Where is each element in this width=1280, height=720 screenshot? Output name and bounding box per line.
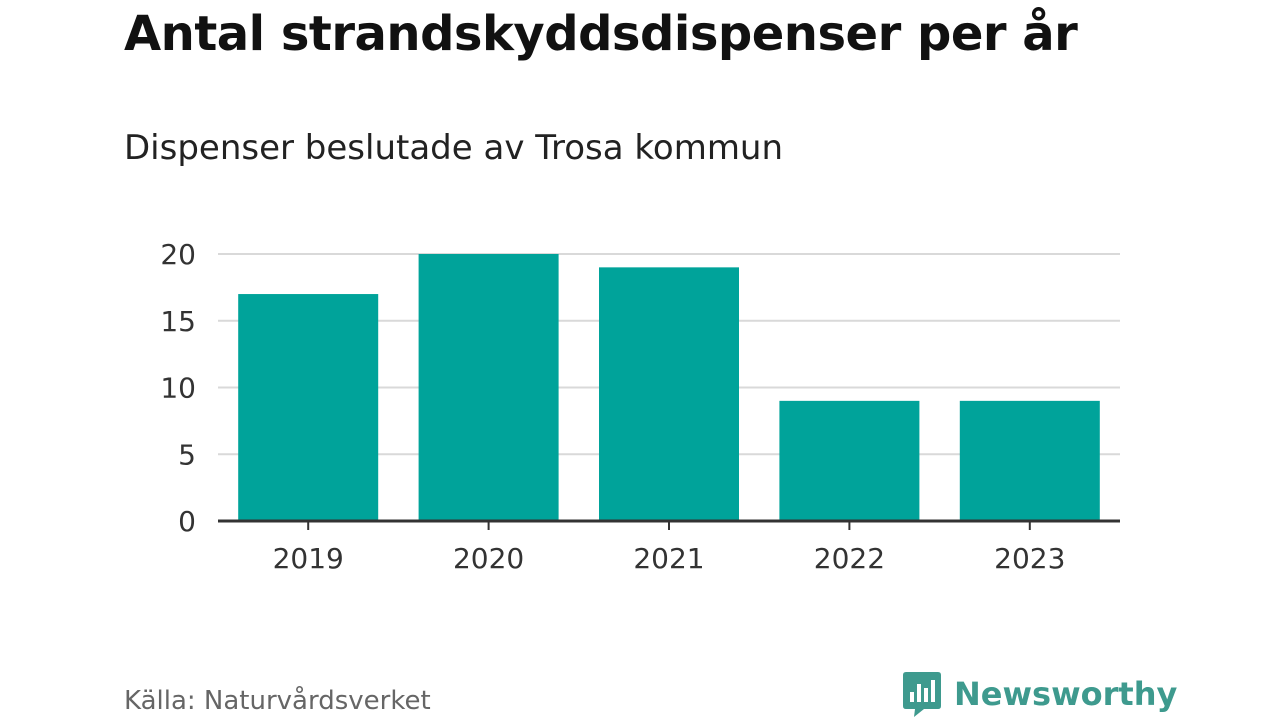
bars [238,254,1100,521]
chart-title: Antal strandskyddsdispenser per år [124,6,1078,62]
x-tick-label: 2022 [814,542,885,575]
source-note: Källa: Naturvårdsverket [124,686,431,716]
y-axis-ticks: 0 5 10 15 20 [160,238,196,538]
bar-2020 [418,254,559,521]
brand-name: Newsworthy [954,675,1178,713]
bar-2023 [959,400,1100,521]
bar-2019 [238,294,379,521]
y-tick-label: 0 [178,505,196,538]
x-tick-label: 2023 [994,542,1065,575]
bar-2022 [779,400,920,521]
x-axis-ticks: 2019 2020 2021 2022 2023 [273,521,1065,575]
y-tick-label: 15 [160,305,196,338]
newsworthy-logo-icon [903,672,941,717]
y-tick-label: 5 [178,438,196,471]
chart-subtitle: Dispenser beslutade av Trosa kommun [124,128,784,168]
bar-2021 [599,267,739,521]
y-tick-label: 10 [160,372,196,405]
y-tick-label: 20 [160,238,196,271]
brand-logo: Newsworthy [902,670,1177,718]
x-tick-label: 2021 [633,542,704,575]
x-tick-label: 2019 [273,542,344,575]
x-tick-label: 2020 [453,542,524,575]
